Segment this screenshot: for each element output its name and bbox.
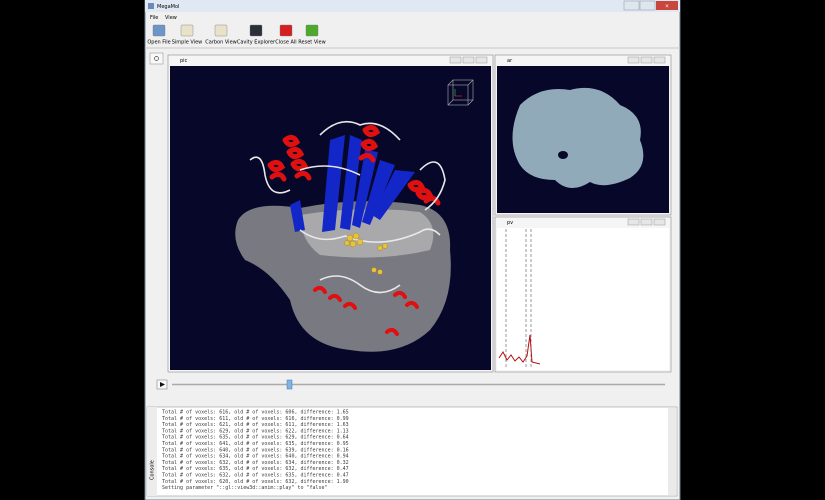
scrollbar[interactable] <box>668 408 676 495</box>
close-button[interactable] <box>656 1 678 10</box>
menu-item[interactable]: View <box>165 15 177 21</box>
toolbar-icon[interactable] <box>180 24 194 37</box>
red-helices <box>267 124 441 336</box>
side-button[interactable] <box>149 52 164 65</box>
toolbar-label[interactable]: Simple View <box>172 40 203 46</box>
toolbar-icon[interactable] <box>249 24 263 37</box>
console-line: Total # of voxels: 635, old # of voxels:… <box>162 435 349 441</box>
console-line: Total # of voxels: 640, old # of voxels:… <box>162 447 349 453</box>
console-text: Total # of voxels: 616, old # of voxels:… <box>162 410 349 492</box>
maximize-button[interactable] <box>639 0 656 11</box>
close-glyph: × <box>665 4 669 10</box>
panel-title: pic <box>180 58 188 64</box>
console-line: Total # of voxels: 629, old # of voxels:… <box>162 428 349 434</box>
app-icon <box>148 3 154 9</box>
toolbar-icon[interactable] <box>279 24 293 37</box>
plot-line <box>498 334 541 365</box>
console-line: Setting parameter "::gl::view3d::anim::p… <box>162 485 328 491</box>
toolbar: Open File Simple View Carbon View Cavity Ex… <box>147 24 326 46</box>
console-dock <box>147 407 157 496</box>
surface-cavity <box>558 151 568 159</box>
toolbar-label[interactable]: Cavity Explorer <box>237 40 276 46</box>
panel-title: pv <box>507 220 513 226</box>
console-line: Total # of voxels: 635, old # of voxels:… <box>162 466 349 472</box>
toolbar-icon[interactable] <box>152 24 166 37</box>
play-icon <box>160 382 165 387</box>
minimize-button[interactable] <box>623 0 640 11</box>
console-line: Total # of voxels: 632, old # of voxels:… <box>162 473 349 479</box>
console-line: Total # of voxels: 621, old # of voxels:… <box>162 422 349 428</box>
console-line: Total # of voxels: 634, old # of voxels:… <box>162 454 349 460</box>
window-title: MegaMol <box>157 4 179 10</box>
toolbar-label[interactable]: Carbon View <box>205 40 236 46</box>
console-line: Total # of voxels: 632, old # of voxels:… <box>162 460 349 466</box>
toolbar-label[interactable]: Reset View <box>298 40 325 46</box>
panel-title: ar <box>507 58 513 64</box>
toolbar-label[interactable]: Open File <box>147 40 170 46</box>
console-line: Total # of voxels: 616, old # of voxels:… <box>162 410 349 416</box>
panel-buttons[interactable] <box>449 56 666 226</box>
plot-view <box>497 228 669 370</box>
side-button-icon <box>154 56 159 61</box>
ligand <box>344 232 388 275</box>
toolbar-label[interactable]: Close All <box>275 40 296 46</box>
title-bar <box>145 0 680 12</box>
menu-item[interactable]: File <box>150 15 158 21</box>
toolbar-icon[interactable] <box>214 24 228 37</box>
toolbar-icon[interactable] <box>305 24 319 37</box>
console-line: Total # of voxels: 620, old # of voxels:… <box>162 479 349 485</box>
console-line: Total # of voxels: 611, old # of voxels:… <box>162 416 349 422</box>
console-label: Console <box>150 460 156 480</box>
bounding-cube <box>447 79 474 106</box>
coil <box>249 120 446 294</box>
slider-thumb[interactable] <box>286 379 293 390</box>
blue-strands <box>290 135 415 232</box>
surface-blob <box>512 87 644 189</box>
console-line: Total # of voxels: 641, old # of voxels:… <box>162 441 349 447</box>
